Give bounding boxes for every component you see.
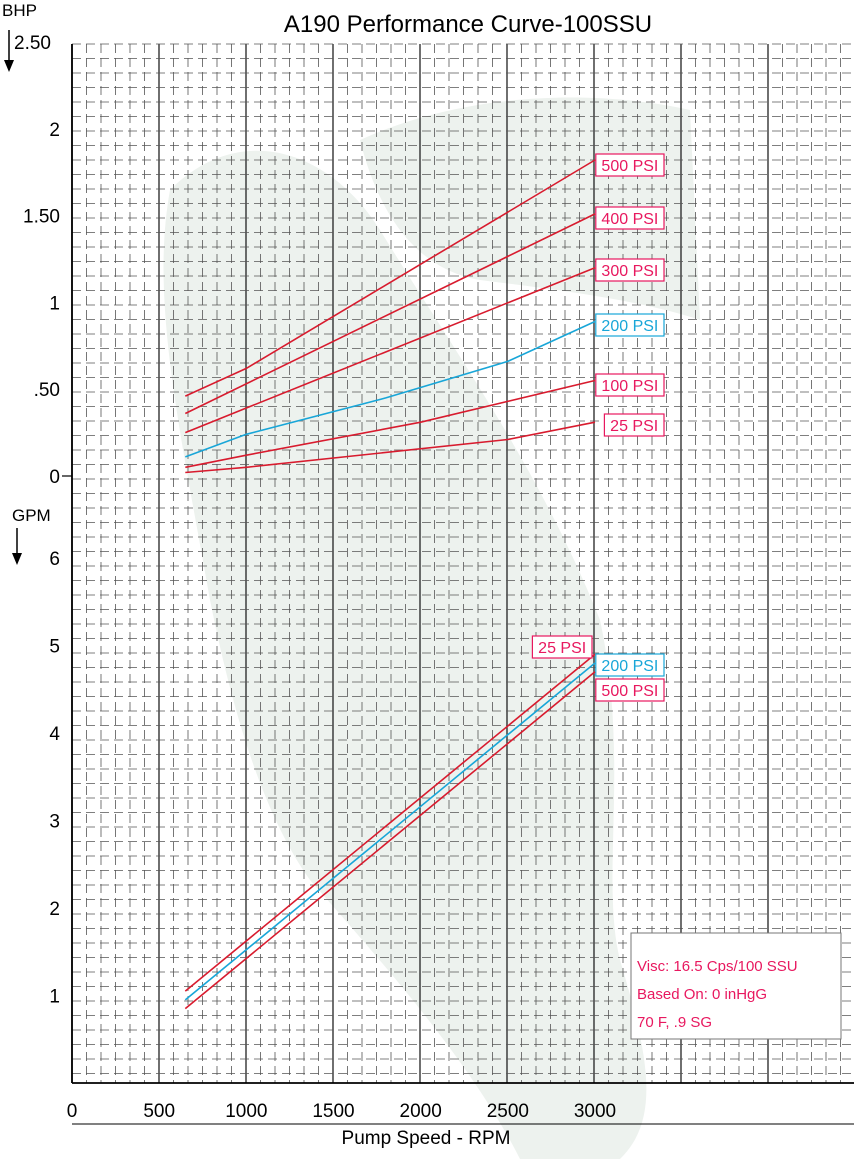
series-label: 400 PSI <box>601 211 658 228</box>
series-label: 25 PSI <box>610 418 658 435</box>
y-tick-label: 1 <box>49 987 60 1008</box>
series-line-bhp <box>185 421 596 474</box>
series-label: 200 PSI <box>601 318 658 335</box>
series-line-bhp <box>185 266 596 434</box>
chart-title: A190 Performance Curve-100SSU <box>284 11 652 38</box>
series-label: 300 PSI <box>601 263 658 280</box>
y-tick-label: .50 <box>34 380 60 401</box>
series-label-box <box>595 206 665 230</box>
series-line-bhp <box>185 379 596 469</box>
series-label: 500 PSI <box>601 683 658 700</box>
y-tick-label: 0 <box>49 467 60 488</box>
y-tick-label: 1 <box>49 293 60 314</box>
x-tick-label: 3000 <box>574 1101 616 1122</box>
series-label-box <box>531 635 593 659</box>
series-label: 25 PSI <box>538 640 586 657</box>
series-line-bhp <box>184 213 596 415</box>
series-line-gpm <box>184 662 596 1001</box>
series-layer: 500 PSI 400 PSI 300 PSI 200 PSI 100 PSI 25 PS… <box>184 153 665 1010</box>
x-tick-label: 2500 <box>487 1101 529 1122</box>
x-tick-label: 1500 <box>312 1101 354 1122</box>
axes-layer: A190 Performance Curve-100SSU BHP GPM Pu… <box>2 1 652 1149</box>
gpm-axis-label: GPM <box>12 506 51 525</box>
y-tick-label: 2 <box>49 120 60 141</box>
y-tick-label: 5 <box>49 637 60 658</box>
series-label-box <box>595 678 665 702</box>
y-tick-label: 6 <box>49 549 60 570</box>
note-basis: Based On: 0 inHgG <box>637 986 767 1003</box>
x-tick-label: 1000 <box>225 1101 267 1122</box>
series-label: 500 PSI <box>601 158 658 175</box>
series-label-box <box>603 413 665 437</box>
conditions-note: Visc: 16.5 Cps/100 SSU Based On: 0 inHgG… <box>630 932 842 1040</box>
bhp-axis-arrow-icon <box>4 30 14 72</box>
x-tick-label: 2000 <box>400 1101 442 1122</box>
series-label-box <box>595 258 665 282</box>
note-viscosity: Visc: 16.5 Cps/100 SSU <box>637 958 798 975</box>
series-line-gpm <box>184 653 596 992</box>
y-tick-label: 3 <box>49 812 60 833</box>
series-line-bhp <box>184 159 596 397</box>
y-tick-label: 4 <box>49 724 60 745</box>
note-temperature: 70 F, .9 SG <box>637 1014 712 1031</box>
series-label: 200 PSI <box>601 658 658 675</box>
x-tick-label: 500 <box>143 1101 175 1122</box>
bhp-axis-label: BHP <box>2 1 37 20</box>
series-label: 100 PSI <box>601 378 658 395</box>
x-axis-label: Pump Speed - RPM <box>342 1128 511 1149</box>
series-label-box <box>595 653 665 677</box>
series-line-bhp <box>185 320 596 458</box>
y-tick-label: 2.50 <box>14 33 51 54</box>
gpm-axis-arrow-icon <box>12 528 22 565</box>
x-tick-label: 0 <box>67 1101 78 1122</box>
series-line-gpm <box>184 671 596 1010</box>
series-label-box <box>595 373 665 397</box>
y-tick-label: 2 <box>49 899 60 920</box>
series-label-box <box>595 153 665 177</box>
series-label-box <box>595 313 665 337</box>
y-tick-label: 1.50 <box>23 207 60 228</box>
